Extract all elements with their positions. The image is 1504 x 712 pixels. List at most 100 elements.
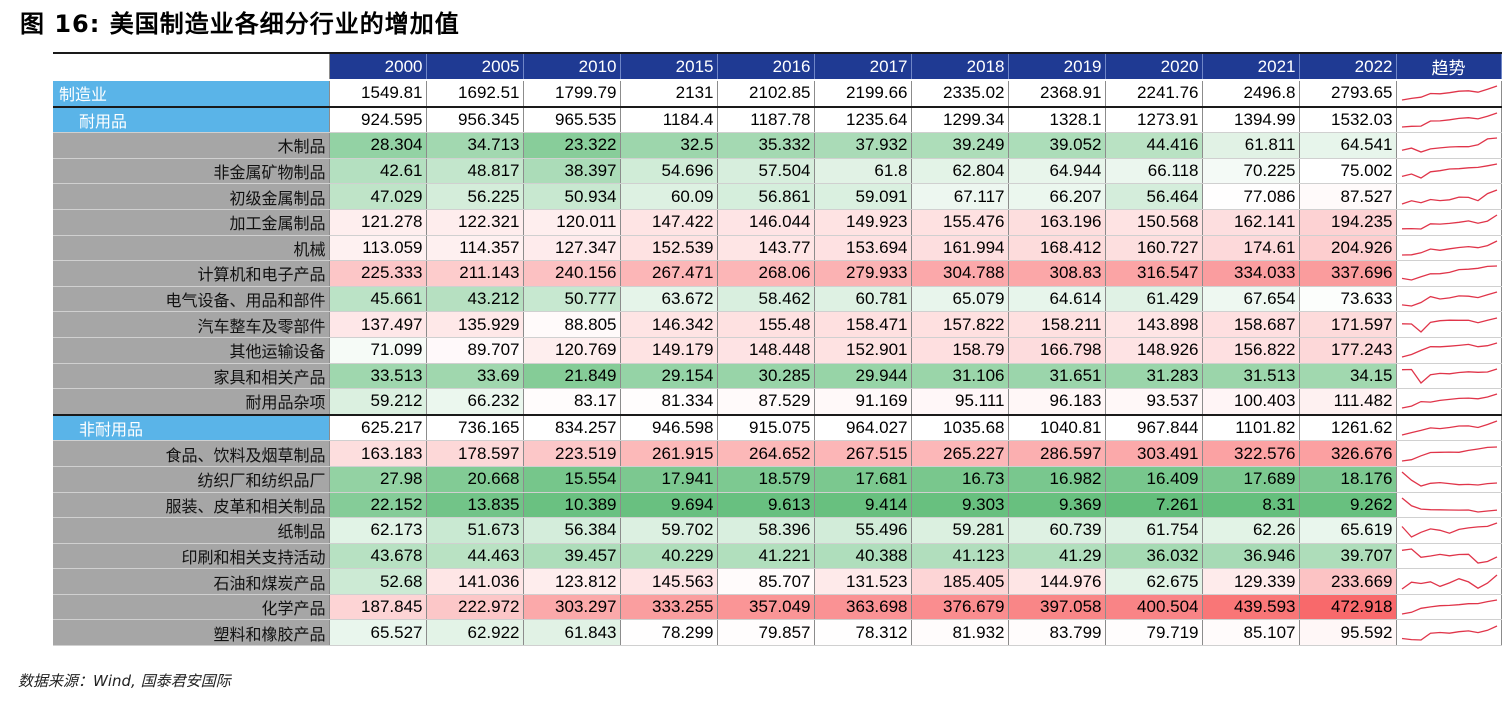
value-cell: 39.457 [523, 543, 621, 570]
value-cell: 96.183 [1008, 388, 1106, 416]
value-cell: 1549.81 [329, 79, 427, 108]
value-cell: 55.496 [814, 517, 912, 544]
column-header: 2018 [911, 52, 1009, 81]
value-cell: 158.687 [1202, 311, 1300, 338]
value-cell: 625.217 [329, 413, 427, 442]
row-label: 耐用品 [53, 105, 330, 134]
trend-cell [1396, 183, 1502, 210]
sparkline-line [1401, 189, 1497, 205]
value-cell: 158.471 [814, 311, 912, 338]
trend-cell [1396, 337, 1502, 364]
value-cell: 265.227 [911, 440, 1009, 467]
value-cell: 89.707 [426, 337, 524, 364]
value-cell: 337.696 [1299, 260, 1397, 287]
row-label: 塑料和橡胶产品 [53, 619, 330, 647]
value-cell: 13.835 [426, 492, 524, 519]
value-cell: 240.156 [523, 260, 621, 287]
value-cell: 20.668 [426, 466, 524, 493]
sparkline-chart [1401, 599, 1497, 615]
value-cell: 137.497 [329, 311, 427, 338]
value-cell: 129.339 [1202, 568, 1300, 595]
row-label: 食品、饮料及烟草制品 [53, 440, 330, 467]
row-label: 制造业 [53, 79, 330, 108]
value-cell: 2368.91 [1008, 79, 1106, 108]
value-cell: 95.111 [911, 388, 1009, 416]
value-cell: 286.597 [1008, 440, 1106, 467]
value-cell: 2241.76 [1105, 79, 1203, 108]
column-header: 2005 [426, 52, 524, 81]
value-cell: 70.225 [1202, 158, 1300, 185]
value-cell: 158.79 [911, 337, 1009, 364]
sparkline-line [1401, 342, 1497, 358]
table-row: 木制品 28.304 34.713 23.322 32.5 35.332 37.932 39.… [53, 132, 1502, 159]
value-cell: 1040.81 [1008, 413, 1106, 442]
value-cell: 48.817 [426, 158, 524, 185]
value-cell: 42.61 [329, 158, 427, 185]
column-header: 2000 [329, 52, 427, 81]
value-cell: 18.176 [1299, 466, 1397, 493]
value-cell: 9.262 [1299, 492, 1397, 519]
value-cell: 160.727 [1105, 235, 1203, 262]
value-cell: 79.857 [717, 619, 815, 647]
value-cell: 63.672 [620, 286, 718, 313]
value-cell: 34.15 [1299, 363, 1397, 390]
value-cell: 56.225 [426, 183, 524, 210]
value-cell: 153.694 [814, 235, 912, 262]
value-cell: 40.229 [620, 543, 718, 570]
sparkline-line [1401, 112, 1497, 128]
value-cell: 113.059 [329, 235, 427, 262]
column-header: 2021 [1202, 52, 1300, 81]
value-cell: 156.822 [1202, 337, 1300, 364]
row-label: 纸制品 [53, 517, 330, 544]
value-cell: 162.141 [1202, 209, 1300, 236]
row-label: 机械 [53, 235, 330, 262]
table-row: 食品、饮料及烟草制品 163.183 178.597 223.519 261.915 26… [53, 440, 1502, 467]
trend-cell [1396, 235, 1502, 262]
sparkline-chart [1401, 445, 1497, 462]
value-cell: 9.694 [620, 492, 718, 519]
table-row: 汽车整车及零部件 137.497 135.929 88.805 146.342 155.4… [53, 311, 1502, 338]
value-cell: 1035.68 [911, 413, 1009, 442]
value-cell: 31.106 [911, 363, 1009, 390]
column-header: 2017 [814, 52, 912, 81]
value-cell: 61.8 [814, 158, 912, 185]
value-cell: 127.347 [523, 235, 621, 262]
value-cell: 834.257 [523, 413, 621, 442]
value-cell: 334.033 [1202, 260, 1300, 287]
value-cell: 326.676 [1299, 440, 1397, 467]
value-cell: 376.679 [911, 594, 1009, 621]
value-cell: 333.255 [620, 594, 718, 621]
value-cell: 131.523 [814, 568, 912, 595]
table-row: 印刷和相关支持活动 43.678 44.463 39.457 40.229 41.221 4… [53, 543, 1502, 570]
trend-cell [1396, 158, 1502, 185]
sparkline-chart [1401, 189, 1497, 205]
sparkline-chart [1401, 291, 1497, 307]
row-label: 其他运输设备 [53, 337, 330, 364]
value-cell: 303.491 [1105, 440, 1203, 467]
value-cell: 16.73 [911, 466, 1009, 493]
value-cell: 143.77 [717, 235, 815, 262]
value-cell: 73.633 [1299, 286, 1397, 313]
sparkline-line [1401, 574, 1497, 590]
sparkline-line [1401, 214, 1497, 230]
sparkline-chart [1401, 522, 1497, 539]
row-label: 非耐用品 [53, 413, 330, 442]
value-cell: 161.994 [911, 235, 1009, 262]
value-cell: 123.812 [523, 568, 621, 595]
value-cell: 87.529 [717, 388, 815, 416]
value-cell: 322.576 [1202, 440, 1300, 467]
value-cell: 946.598 [620, 413, 718, 442]
value-cell: 141.036 [426, 568, 524, 595]
value-cell: 52.68 [329, 568, 427, 595]
table-row: 耐用品 924.595 956.345 965.535 1184.4 1187.78 123… [53, 105, 1502, 134]
value-cell: 9.414 [814, 492, 912, 519]
sparkline-line [1401, 548, 1497, 564]
value-cell: 41.29 [1008, 543, 1106, 570]
row-label: 计算机和电子产品 [53, 260, 330, 287]
value-cell: 85.707 [717, 568, 815, 595]
value-cell: 10.389 [523, 492, 621, 519]
value-cell: 59.091 [814, 183, 912, 210]
value-cell: 120.011 [523, 209, 621, 236]
value-cell: 66.232 [426, 388, 524, 416]
value-cell: 28.304 [329, 132, 427, 159]
